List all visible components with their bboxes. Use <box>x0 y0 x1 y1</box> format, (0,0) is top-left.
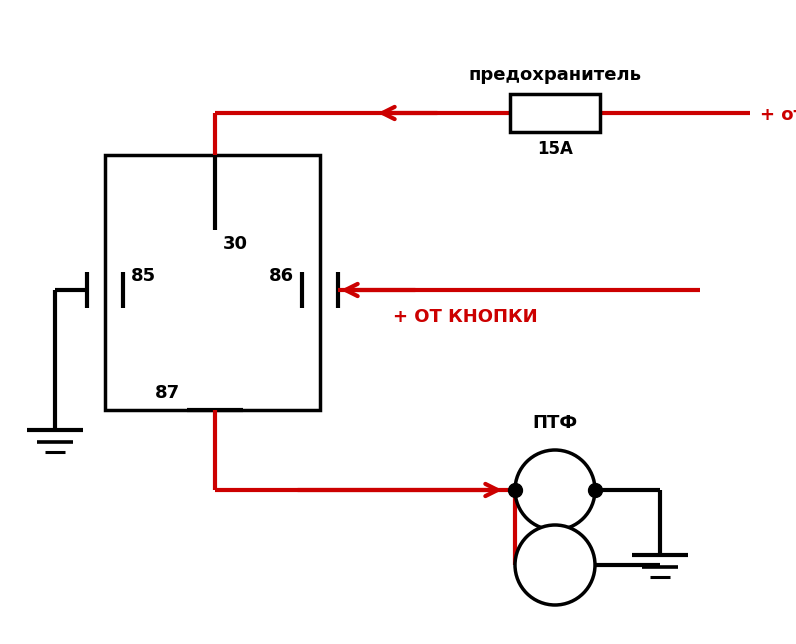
Bar <box>105 155 320 410</box>
Circle shape <box>515 525 595 605</box>
Text: предохранитель: предохранитель <box>469 66 642 84</box>
Bar <box>510 94 600 132</box>
Text: 15А: 15А <box>537 140 573 158</box>
Text: 30: 30 <box>223 235 248 253</box>
Text: ПТФ: ПТФ <box>533 414 578 432</box>
Text: + ОТ КНОПКИ: + ОТ КНОПКИ <box>393 308 537 326</box>
Circle shape <box>515 450 595 530</box>
Text: 87: 87 <box>155 384 180 402</box>
Text: 86: 86 <box>269 267 294 285</box>
Text: 85: 85 <box>131 267 156 285</box>
Text: + от аккумулятора: + от аккумулятора <box>760 106 796 124</box>
